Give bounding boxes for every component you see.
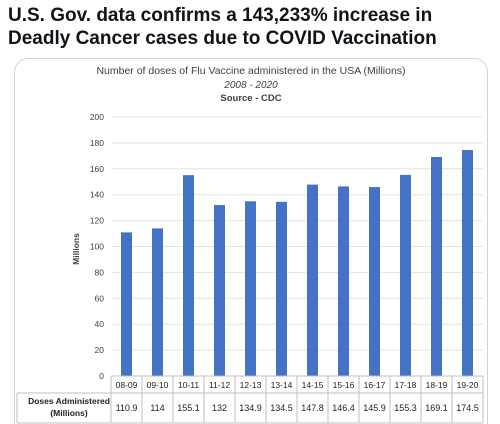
category-label: 18-19 [426, 380, 448, 390]
value-label: 174.5 [456, 403, 479, 413]
bar-09-10 [152, 228, 163, 376]
y-axis-label: Millions [71, 233, 81, 265]
value-label: 114 [150, 403, 164, 413]
category-label: 15-16 [333, 380, 355, 390]
y-tick-label: 160 [90, 164, 104, 174]
table-row-label-line-1: Doses Administered [28, 396, 110, 406]
y-tick-label: 180 [90, 138, 104, 148]
chart-title: Number of doses of Flu Vaccine administe… [96, 65, 405, 77]
y-tick-label: 20 [95, 345, 105, 355]
headline-line-2: Deadly Cancer cases due to COVID Vaccina… [8, 28, 437, 49]
y-tick-label: 120 [90, 216, 104, 226]
bar-12-13 [245, 201, 256, 376]
value-label: 134.5 [270, 403, 293, 413]
bar-08-09 [121, 232, 132, 376]
category-label: 10-11 [178, 380, 199, 390]
value-label: 110.9 [116, 403, 138, 413]
bar-14-15 [307, 184, 318, 376]
y-tick-label: 80 [95, 267, 105, 277]
category-label: 14-15 [302, 380, 324, 390]
value-label: 169.1 [425, 403, 448, 413]
bars [121, 150, 473, 376]
category-label: 11-12 [209, 380, 230, 390]
chart-subtitle: 2008 - 2020 [223, 80, 278, 91]
bar-15-16 [338, 186, 349, 376]
category-label: 08-09 [116, 380, 138, 390]
category-label: 09-10 [147, 380, 169, 390]
headline-line-1: U.S. Gov. data confirms a 143,233% incre… [8, 5, 433, 26]
y-tick-label: 0 [99, 371, 104, 381]
value-label: 155.3 [394, 403, 417, 413]
table-row-label-line-2: (Millions) [50, 408, 87, 418]
category-label: 13-14 [271, 380, 293, 390]
category-label: 19-20 [457, 380, 479, 390]
value-label: 145.9 [363, 403, 386, 413]
bar-18-19 [431, 157, 442, 376]
bar-19-20 [462, 150, 473, 376]
flu-vaccine-bar-chart: Number of doses of Flu Vaccine administe… [16, 65, 484, 424]
chart-source: Source - CDC [220, 93, 281, 104]
value-label: 147.8 [301, 403, 324, 413]
y-tick-label: 100 [90, 242, 104, 252]
bar-17-18 [400, 174, 411, 376]
value-label: 146.4 [332, 403, 355, 413]
category-label: 16-17 [364, 380, 386, 390]
value-label: 132 [212, 403, 227, 413]
chart-image-card[interactable]: Number of doses of Flu Vaccine administe… [14, 58, 488, 424]
value-label: 134.9 [239, 403, 262, 413]
bar-10-11 [183, 175, 194, 376]
y-tick-label: 200 [90, 112, 104, 122]
bar-11-12 [214, 205, 225, 376]
value-label: 155.1 [177, 403, 200, 413]
bar-13-14 [276, 201, 287, 376]
category-label: 12-13 [240, 380, 262, 390]
bar-16-17 [369, 187, 380, 376]
post-headline: U.S. Gov. data confirms a 143,233% incre… [8, 4, 496, 50]
category-label: 17-18 [395, 380, 417, 390]
y-tick-label: 60 [95, 293, 105, 303]
y-axis-ticks: 0 20 40 60 80 100 120 140 160 180 200 [90, 112, 104, 381]
gridlines [111, 116, 483, 351]
y-tick-label: 40 [95, 319, 105, 329]
y-tick-label: 140 [90, 190, 104, 200]
